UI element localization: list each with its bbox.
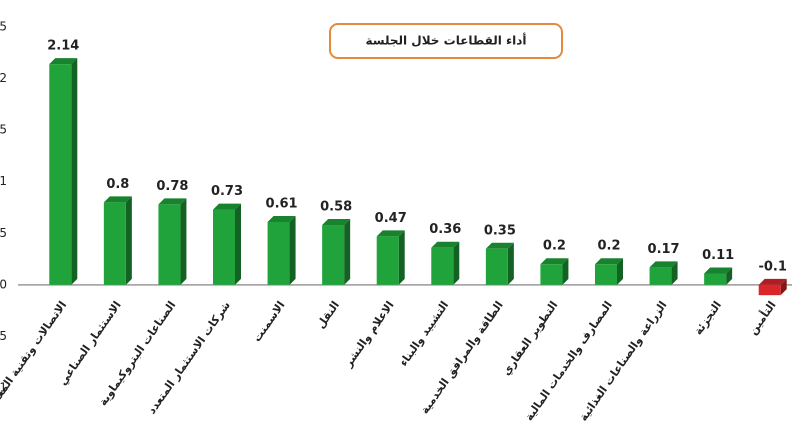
bar-top: [649, 261, 678, 268]
bar-side: [289, 215, 296, 285]
bar-top: [158, 198, 187, 205]
value-label: 0.11: [702, 248, 734, 263]
value-label: 0.73: [211, 184, 243, 199]
bar-top: [595, 258, 623, 265]
bar: [267, 221, 290, 285]
bar-top: [758, 278, 787, 285]
value-label: 0.35: [484, 223, 516, 238]
value-label: 0.61: [266, 196, 298, 211]
bar-top: [376, 230, 405, 237]
bar-top: [540, 258, 569, 265]
y-tick-label: 1: [0, 174, 7, 188]
value-label: 0.58: [320, 200, 352, 215]
bar-side: [398, 230, 405, 285]
bar-side: [180, 198, 187, 285]
y-tick-label: 2.5: [0, 20, 7, 34]
bar-side: [671, 261, 678, 285]
bar-top: [704, 267, 733, 274]
title-box: [329, 23, 563, 59]
bar-top: [322, 219, 351, 226]
y-tick-label: -1: [0, 381, 7, 395]
bar: [376, 236, 399, 285]
bar-top: [485, 242, 514, 249]
bar: [758, 284, 781, 296]
y-tick-label: 0: [0, 277, 7, 291]
bar: [322, 225, 345, 285]
x-tick-label: النقل: [314, 299, 342, 331]
x-tick-label: الاتصالات وتقنية المعلومات: [0, 299, 69, 427]
bar-side: [780, 278, 787, 296]
value-label: 0.17: [648, 242, 680, 257]
value-label: 0.8: [106, 177, 129, 192]
bar-side: [726, 267, 733, 285]
value-label: 2.14: [47, 39, 79, 54]
bar: [158, 204, 181, 285]
x-tick-label: التأمين: [746, 298, 779, 337]
bar-side: [235, 203, 241, 285]
bar-top: [213, 203, 241, 210]
bar: [213, 209, 235, 285]
x-tick-label: التجزئة: [692, 299, 724, 338]
y-tick-label: 1.5: [0, 123, 7, 137]
bar-side: [562, 258, 569, 285]
value-label: 0.47: [375, 211, 407, 226]
bar-side: [344, 219, 351, 285]
bar: [49, 64, 72, 285]
y-tick-label: 0.5: [0, 226, 7, 240]
bar-top: [103, 196, 132, 203]
x-tick-label: الاعلام والنشر: [341, 299, 396, 370]
value-label: 0.78: [156, 179, 188, 194]
bar-side: [507, 242, 514, 285]
value-label: 0.2: [597, 239, 620, 254]
bar-side: [71, 58, 78, 285]
value-label: 0.36: [429, 222, 461, 237]
bar-side: [125, 196, 132, 285]
bar: [485, 248, 508, 285]
value-label: 0.2: [543, 239, 566, 254]
chart-title: أداء القطاعات خلال الجلسة: [365, 33, 526, 48]
bar-top: [49, 58, 78, 65]
x-tick-label: التطوير العقاري: [500, 299, 561, 378]
bar-top: [267, 215, 296, 222]
y-tick-label: -0.5: [0, 329, 7, 343]
bar: [431, 247, 454, 285]
bar: [649, 267, 672, 285]
x-tick-label: الاسمنت: [250, 299, 287, 344]
bar-top: [431, 241, 460, 248]
bar-side: [453, 241, 460, 285]
x-tick-label: التشييد والبناء: [397, 299, 451, 369]
value-label: -0.1: [758, 259, 786, 274]
bar-side: [617, 258, 623, 285]
y-tick-label: 2: [0, 71, 7, 85]
bar: [704, 273, 727, 285]
bar: [540, 264, 563, 285]
bar: [103, 202, 126, 285]
bar: [595, 264, 617, 285]
